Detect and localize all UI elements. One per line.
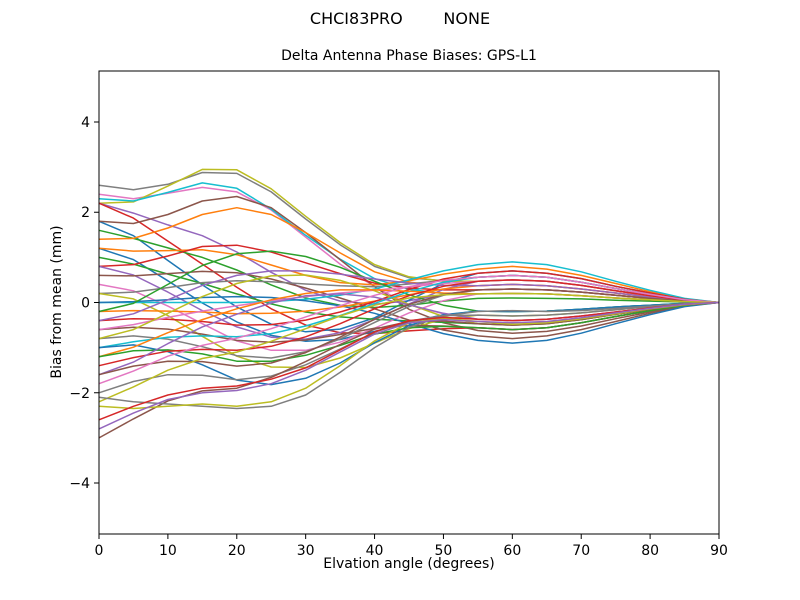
plot-lines	[98, 168, 720, 439]
y-axis-label: Bias from mean (mm)	[49, 225, 65, 379]
x-tick-label: 40	[366, 543, 384, 559]
axes-title: Delta Antenna Phase Biases: GPS-L1	[281, 48, 537, 64]
curve-39	[98, 292, 720, 403]
curve-31	[98, 301, 720, 386]
y-tick-label: 0	[81, 296, 90, 312]
axis-ticks: 0 10 20 30 40 50 60 70 80 90 −4 −2 0 2 4	[69, 115, 728, 559]
x-tick-label: 10	[159, 543, 177, 559]
x-tick-label: 70	[572, 543, 590, 559]
curve-41	[98, 301, 720, 410]
curve-36	[98, 288, 720, 376]
curve-37	[98, 274, 720, 385]
curve-44	[98, 301, 720, 430]
y-tick-label: 4	[81, 115, 90, 131]
x-tick-label: 0	[95, 543, 104, 559]
curve-43	[98, 301, 720, 421]
curve-08	[98, 195, 720, 334]
y-tick-label: −2	[69, 386, 90, 402]
curve-34	[98, 279, 720, 367]
x-tick-label: 90	[710, 543, 728, 559]
curve-21	[98, 295, 720, 344]
curve-24	[98, 270, 720, 326]
x-tick-label: 50	[435, 543, 453, 559]
curve-20	[99, 261, 720, 304]
curve-12	[98, 247, 720, 304]
curve-25	[98, 270, 720, 322]
x-axis-label: Elvation angle (degrees)	[323, 556, 495, 572]
y-tick-label: −4	[69, 476, 90, 492]
x-tick-label: 30	[297, 543, 315, 559]
x-tick-label: 20	[228, 543, 246, 559]
x-tick-label: 80	[641, 543, 659, 559]
figure-suptitle: CHCI83PRO NONE	[309, 9, 491, 28]
y-tick-label: 2	[81, 205, 90, 221]
x-tick-label: 60	[503, 543, 521, 559]
